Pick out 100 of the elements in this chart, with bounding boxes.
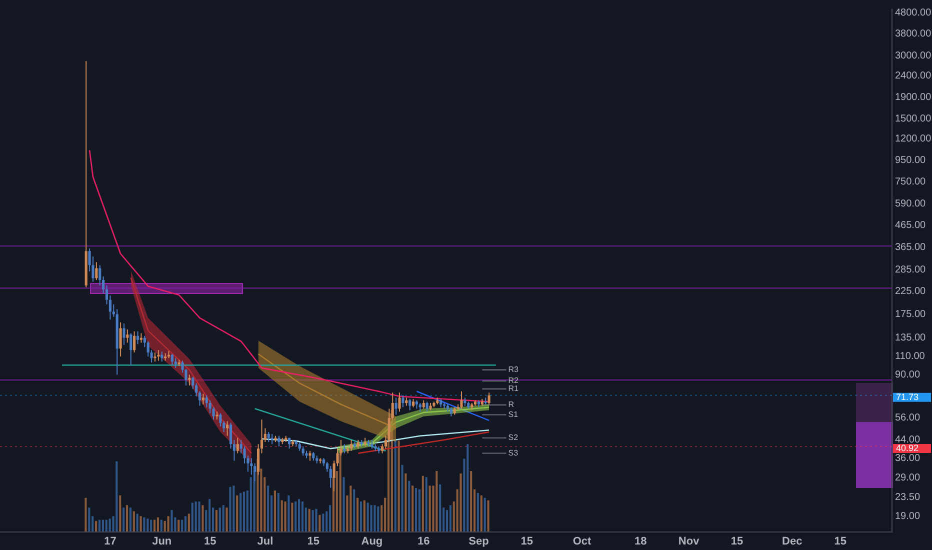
candlestick	[170, 354, 174, 366]
candlestick	[408, 398, 412, 411]
x-tick-label: Oct	[572, 536, 592, 548]
bar	[88, 508, 91, 532]
bar	[243, 492, 246, 532]
bar	[85, 498, 88, 532]
bar	[171, 510, 174, 532]
bar	[436, 471, 438, 532]
bar	[230, 486, 232, 532]
y-tick-label: 950.00	[895, 154, 926, 166]
candlestick	[329, 466, 332, 488]
bar	[480, 495, 483, 532]
candlestick	[488, 392, 490, 405]
candlestick	[119, 322, 122, 357]
bar	[319, 514, 322, 532]
bar	[288, 495, 290, 532]
y-tick-label: 590.00	[895, 198, 926, 210]
bar	[370, 505, 373, 532]
bar	[98, 520, 101, 532]
bar	[126, 505, 128, 532]
y-tick-label: 465.00	[895, 220, 926, 231]
y-tick-label: 3800.00	[895, 28, 932, 40]
candlestick	[267, 431, 270, 442]
candlestick	[126, 328, 129, 344]
bar	[133, 511, 136, 532]
bar	[460, 473, 462, 532]
y-tick-label: 1900.00	[895, 92, 932, 103]
candlestick	[236, 437, 239, 454]
candlestick	[450, 406, 452, 417]
x-tick-label: 15	[520, 536, 534, 548]
bar	[412, 486, 414, 532]
bar	[484, 498, 486, 532]
bar	[402, 464, 404, 532]
y-tick-label: 750.00	[895, 176, 926, 188]
bar	[302, 502, 304, 532]
candlestick	[202, 393, 204, 405]
bar	[184, 516, 187, 532]
series-label: S3	[508, 448, 519, 458]
bar	[219, 508, 222, 532]
y-tick-label: 365.00	[895, 242, 926, 254]
series-label: S2	[508, 433, 519, 442]
bar	[195, 502, 198, 532]
bar	[350, 486, 352, 532]
bar	[95, 521, 98, 532]
x-tick-label: Jul	[257, 536, 274, 548]
bar	[477, 492, 480, 532]
candlestick	[95, 262, 98, 280]
bar	[367, 502, 370, 532]
bar	[168, 516, 170, 532]
x-tick-label: 17	[104, 536, 116, 548]
bar	[308, 508, 311, 532]
bar	[116, 461, 118, 532]
bar	[233, 486, 236, 532]
y-tick-label: 4800.00	[895, 7, 932, 18]
bar	[466, 444, 470, 532]
bar	[154, 520, 156, 532]
bar	[208, 499, 211, 532]
bar	[353, 489, 356, 532]
candlestick	[192, 376, 194, 390]
y-tick-label: 90.00	[895, 370, 920, 380]
y-tick-label: 175.00	[895, 308, 926, 320]
bar	[322, 514, 325, 532]
bar	[144, 517, 146, 532]
candlestick	[130, 332, 132, 366]
candlestick	[308, 450, 312, 462]
candlestick	[394, 397, 398, 416]
bar	[188, 514, 190, 532]
bar	[294, 502, 298, 532]
candlestick	[174, 358, 177, 368]
bar	[267, 486, 270, 532]
candlestick	[426, 401, 428, 412]
bar	[160, 520, 163, 532]
series-label: R3	[508, 365, 520, 374]
candlestick	[154, 352, 156, 362]
x-tick-label: Nov	[678, 536, 700, 548]
x-tick-label: Jun	[152, 536, 172, 548]
candlestick	[350, 439, 353, 452]
bar	[316, 508, 318, 532]
y-tick-label: 29.00	[895, 472, 920, 484]
bar	[202, 505, 204, 532]
series-label: R1	[508, 384, 520, 394]
bar	[470, 471, 472, 532]
bar	[343, 477, 346, 532]
x-tick-label: 15	[730, 536, 744, 548]
bar	[106, 520, 108, 532]
candlestick	[278, 435, 280, 447]
x-tick-label: Aug	[361, 536, 383, 548]
bar	[356, 498, 359, 532]
bar	[378, 506, 380, 532]
bar	[198, 502, 201, 532]
candlestick	[398, 392, 401, 412]
bar	[450, 505, 452, 532]
bar	[374, 505, 376, 532]
x-tick-label: Dec	[782, 536, 802, 548]
bar	[415, 488, 418, 532]
bar	[178, 520, 180, 532]
y-tick-label: 3000.00	[895, 50, 932, 62]
bar	[418, 489, 421, 532]
bar	[394, 440, 397, 532]
bar	[281, 500, 284, 532]
